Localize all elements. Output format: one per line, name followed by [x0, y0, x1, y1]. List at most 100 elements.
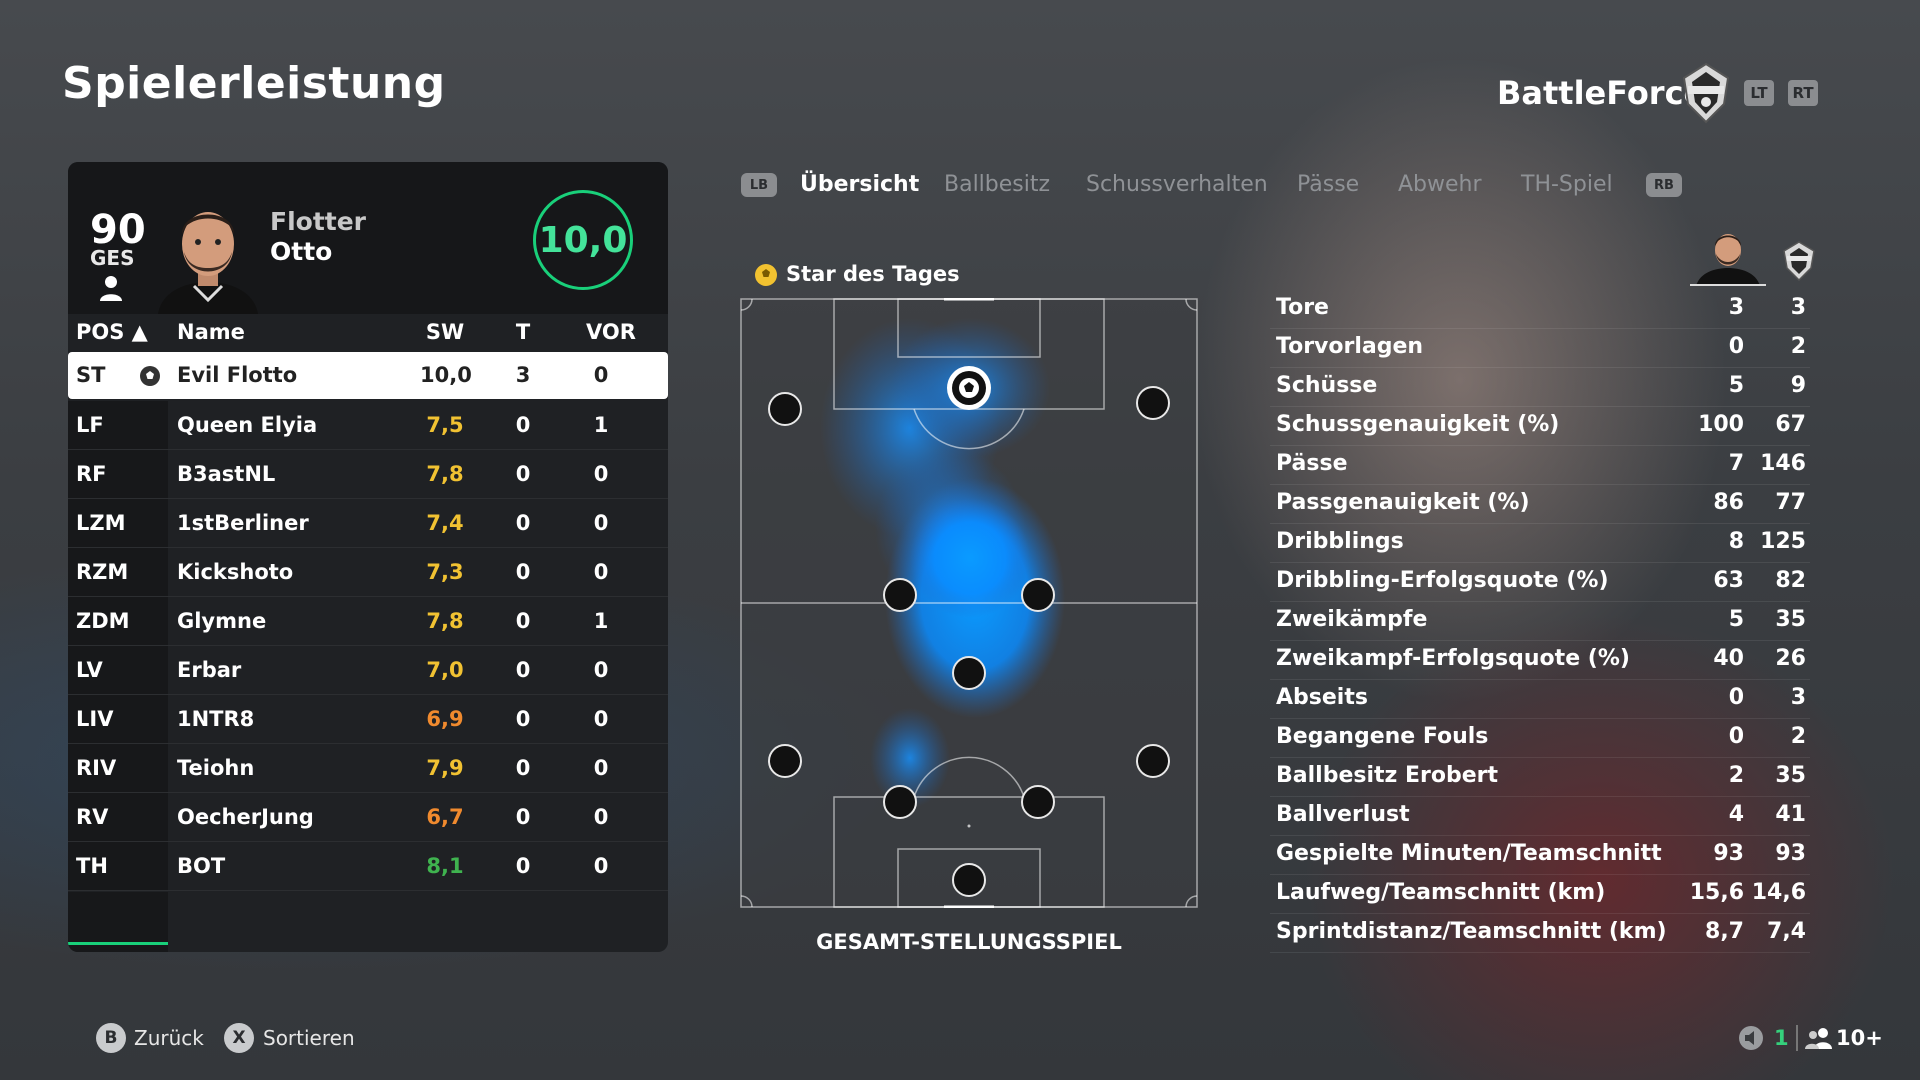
sort-button-label[interactable]: Sortieren [263, 1026, 355, 1050]
row-sw: 7,0 [426, 658, 464, 682]
row-sw: 7,9 [426, 756, 464, 780]
stat-team-value: 9 [1790, 373, 1806, 398]
stat-player-value: 40 [1713, 646, 1744, 671]
tab-uebersicht[interactable]: Übersicht [800, 172, 920, 197]
lb-button[interactable]: LB [741, 173, 777, 197]
star-of-the-day-label: Star des Tages [786, 262, 960, 286]
tab-abwehr[interactable]: Abwehr [1398, 172, 1482, 197]
row-pos: ZDM [76, 609, 130, 633]
stat-label: Sprintdistanz/Teamschnitt (km) [1276, 919, 1667, 944]
row-pos: RV [76, 805, 109, 829]
col-sw-header[interactable]: SW [425, 320, 465, 344]
row-name: 1stBerliner [177, 511, 309, 535]
player-overall: 90 [90, 207, 146, 253]
table-row[interactable]: ST Evil Flotto 10,0 3 0 [68, 352, 668, 399]
table-row[interactable]: LV Erbar 7,0 0 0 [68, 646, 668, 695]
col-vor-header[interactable]: VOR [586, 320, 636, 344]
row-pos: LF [76, 413, 104, 437]
stat-player-value: 86 [1713, 490, 1744, 515]
stat-label: Torvorlagen [1276, 334, 1424, 359]
stat-player-value: 8,7 [1705, 919, 1744, 944]
pos-cell [68, 548, 168, 596]
row-sw: 6,9 [426, 707, 464, 731]
table-row[interactable]: RF B3astNL 7,8 0 0 [68, 450, 668, 499]
row-vor: 0 [593, 805, 609, 829]
table-row[interactable]: RIV Teiohn 7,9 0 0 [68, 744, 668, 793]
row-name: Queen Elyia [177, 413, 318, 437]
lt-button[interactable]: LT [1744, 80, 1774, 106]
stat-player-value: 0 [1728, 724, 1744, 749]
stat-row: Pässe 7 146 [1270, 446, 1810, 485]
row-vor: 0 [593, 560, 609, 584]
stat-player-value: 93 [1713, 841, 1744, 866]
row-vor: 1 [593, 413, 609, 437]
row-t: 0 [515, 658, 531, 682]
table-row[interactable]: RZM Kickshoto 7,3 0 0 [68, 548, 668, 597]
row-t: 0 [515, 854, 531, 878]
stat-player-value: 3 [1728, 295, 1744, 320]
table-row[interactable]: ZDM Glymne 7,8 0 1 [68, 597, 668, 646]
stat-player-value: 7 [1728, 451, 1744, 476]
stat-row: Torvorlagen 0 2 [1270, 329, 1810, 368]
row-vor: 0 [593, 363, 609, 387]
pos-cell [68, 597, 168, 645]
player-portrait [158, 212, 258, 314]
table-row[interactable]: LZM 1stBerliner 7,4 0 0 [68, 499, 668, 548]
stat-label: Tore [1276, 295, 1329, 320]
stat-team-value: 146 [1760, 451, 1806, 476]
table-row[interactable]: TH BOT 8,1 0 0 [68, 842, 668, 891]
stat-team-value: 67 [1775, 412, 1806, 437]
stat-team-value: 2 [1790, 724, 1806, 749]
stat-label: Ballbesitz Erobert [1276, 763, 1499, 788]
stat-player-value: 5 [1728, 607, 1744, 632]
stat-label: Schüsse [1276, 373, 1378, 398]
row-t: 0 [515, 707, 531, 731]
position-heatmap [740, 298, 1198, 908]
row-name: Kickshoto [177, 560, 294, 584]
row-name: Erbar [177, 658, 242, 682]
back-button-glyph[interactable]: B [96, 1023, 126, 1053]
tab-th-spiel[interactable]: TH-Spiel [1521, 172, 1613, 197]
sort-button-glyph[interactable]: X [224, 1023, 254, 1053]
ball-icon [140, 366, 160, 386]
tab-paesse[interactable]: Pässe [1297, 172, 1360, 197]
row-t: 0 [515, 756, 531, 780]
row-pos: LZM [76, 511, 126, 535]
stat-player-value: 15,6 [1689, 880, 1744, 905]
tab-ballbesitz[interactable]: Ballbesitz [944, 172, 1051, 197]
rb-button[interactable]: RB [1646, 173, 1682, 197]
col-t-header[interactable]: T [515, 320, 531, 344]
stat-label: Abseits [1276, 685, 1368, 710]
stat-row: Schüsse 5 9 [1270, 368, 1810, 407]
table-row[interactable]: LF Queen Elyia 7,5 0 1 [68, 401, 668, 450]
row-vor: 0 [593, 756, 609, 780]
tab-schussverhalten[interactable]: Schussverhalten [1086, 172, 1268, 197]
table-row[interactable]: LIV 1NTR8 6,9 0 0 [68, 695, 668, 744]
stat-row: Passgenauigkeit (%) 86 77 [1270, 485, 1810, 524]
stat-player-value: 4 [1728, 802, 1744, 827]
table-header: POS ▲ Name SW T VOR [68, 314, 668, 350]
col-name-header[interactable]: Name [177, 320, 245, 344]
stat-label: Gespielte Minuten/Teamschnitt [1276, 841, 1662, 866]
stat-label: Dribbling-Erfolgsquote (%) [1276, 568, 1609, 593]
row-name: Glymne [177, 609, 267, 633]
row-sw: 8,1 [426, 854, 464, 878]
list-scroll-indicator[interactable] [68, 942, 168, 945]
row-pos: LIV [76, 707, 114, 731]
row-name: OecherJung [177, 805, 314, 829]
row-pos: TH [76, 854, 108, 878]
rt-button[interactable]: RT [1788, 80, 1818, 106]
back-button-label[interactable]: Zurück [134, 1026, 204, 1050]
player-last-name: Otto [270, 237, 333, 266]
col-pos-header[interactable]: POS ▲ [76, 320, 148, 344]
stat-player-value: 100 [1698, 412, 1744, 437]
stat-row: Laufweg/Teamschnitt (km) 15,6 14,6 [1270, 875, 1810, 914]
pos-cell [68, 646, 168, 694]
stat-team-value: 35 [1775, 763, 1806, 788]
stat-team-value: 3 [1790, 295, 1806, 320]
stat-label: Zweikampf-Erfolgsquote (%) [1276, 646, 1630, 671]
pos-cell [68, 793, 168, 841]
table-row[interactable]: RV OecherJung 6,7 0 0 [68, 793, 668, 842]
match-rating-badge: 10,0 [533, 190, 633, 290]
row-sw: 7,5 [426, 413, 464, 437]
